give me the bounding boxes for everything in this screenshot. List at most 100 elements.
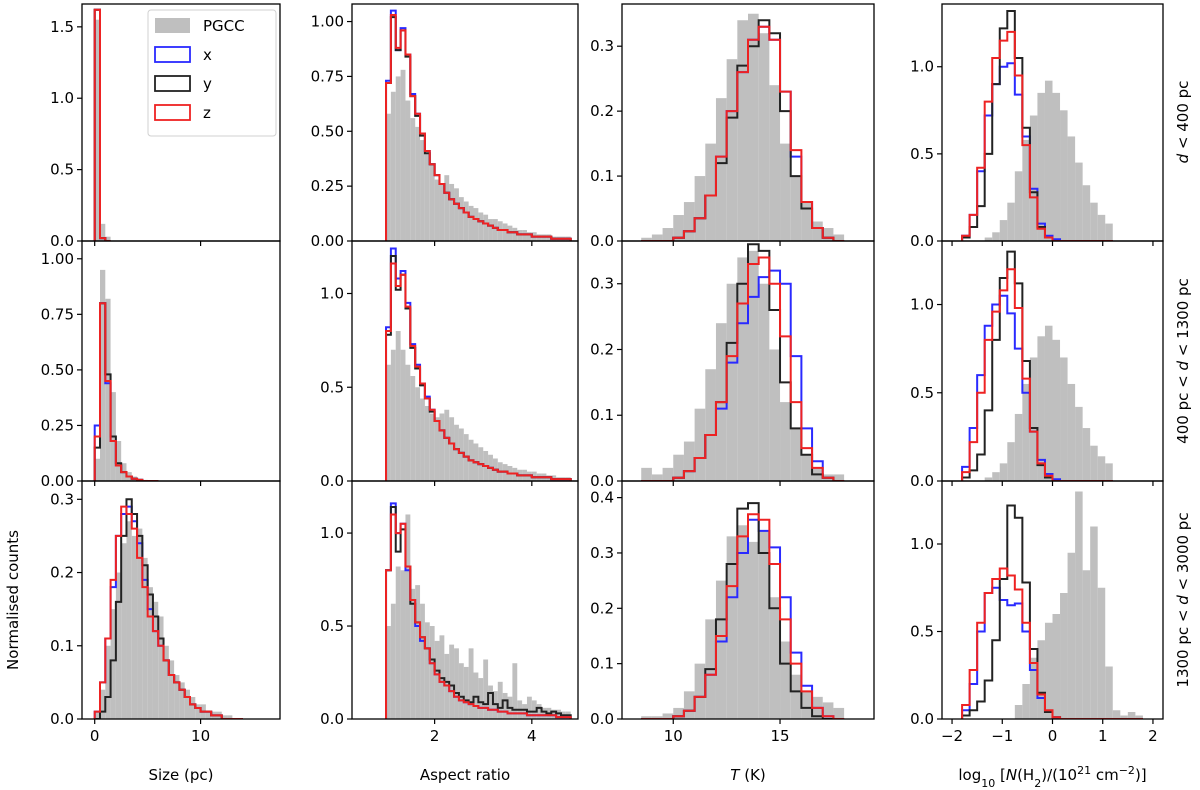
y-tick-label: 1.0 — [50, 89, 74, 107]
series-z-step — [385, 262, 572, 481]
pgcc-bar — [100, 269, 106, 481]
pgcc-bar — [790, 428, 802, 481]
pgcc-bar — [737, 257, 748, 481]
pgcc-bar — [1082, 570, 1091, 719]
panel-r1-c0: 0.00 0.25 0.50 0.75 1.00 — [41, 240, 281, 490]
y-tick-label: 0.1 — [590, 167, 614, 185]
series-z-step — [641, 256, 845, 481]
pgcc-bar — [405, 514, 411, 719]
pgcc-bar — [683, 441, 695, 481]
x-tick-label: 15 — [770, 727, 789, 745]
pgcc-bar — [790, 176, 802, 241]
y-tick-label: 1.0 — [320, 285, 344, 303]
x-tick-label: 10 — [191, 727, 210, 745]
pgcc-bar — [429, 164, 435, 241]
y-tick-label: 0.0 — [590, 472, 614, 490]
pgcc-bar — [1037, 336, 1045, 481]
pgcc-bar — [769, 85, 781, 241]
pgcc-bar — [651, 716, 663, 719]
panel-r1-c3: 0.0 0.5 1.0 — [910, 240, 1164, 490]
axes-frame — [81, 480, 281, 720]
pgcc-bar — [429, 413, 435, 481]
series-x-step — [961, 294, 1113, 481]
pgcc-bar — [400, 69, 406, 241]
y-tick-label: 0.0 — [320, 710, 344, 728]
y-tick-label: 0.50 — [311, 122, 344, 140]
pgcc-bar — [780, 143, 791, 241]
x-tick-label: 1 — [1098, 727, 1108, 745]
pgcc-bar — [758, 33, 770, 241]
pgcc-bar — [694, 663, 706, 719]
y-tick-label: 0.5 — [50, 161, 74, 179]
pgcc-bar — [1105, 463, 1113, 481]
pgcc-bar — [105, 645, 111, 719]
y-tick-label: 1.0 — [320, 524, 344, 542]
y-tick-label: 0.0 — [50, 232, 74, 250]
pgcc-bar — [662, 467, 674, 481]
pgcc-bar — [410, 376, 416, 481]
row-label-0: d < 400 pc — [1174, 81, 1192, 164]
pgcc-bar — [163, 645, 169, 719]
x-tick-label: −1 — [991, 727, 1013, 745]
y-tick-label: 0.0 — [590, 710, 614, 728]
pgcc-bar — [429, 626, 435, 719]
y-tick-label: 0.3 — [590, 544, 614, 562]
pgcc-bar — [227, 715, 233, 719]
y-tick-label: 0.2 — [50, 564, 74, 582]
pgcc-bar — [694, 176, 706, 241]
pgcc-bar — [497, 221, 503, 241]
y-tick-label: 0.25 — [41, 416, 74, 434]
x-axis-label-column-density: log10 [N(H2)/(1021 cm−2)] — [958, 764, 1146, 790]
pgcc-bar — [473, 208, 479, 241]
pgcc-bar — [1022, 139, 1030, 241]
pgcc-bar — [1082, 185, 1091, 241]
pgcc-bar — [541, 234, 547, 241]
pgcc-bar — [105, 298, 111, 481]
panel-r0-c2: 0.0 0.1 0.2 0.3 — [590, 3, 875, 250]
y-tick-label: 0.1 — [590, 406, 614, 424]
pgcc-bar — [531, 700, 537, 719]
y-tick-label: 0.3 — [590, 37, 614, 55]
panel-r1-c2: 0.0 0.1 0.2 0.3 — [590, 240, 875, 490]
pgcc-bar — [683, 691, 695, 719]
legend-label-y: y — [203, 75, 212, 93]
pgcc-bar — [502, 223, 508, 241]
pgcc-bar — [641, 237, 652, 241]
pgcc-bar — [100, 689, 106, 719]
pgcc-bar — [992, 232, 1000, 241]
pgcc-bar — [801, 202, 813, 241]
pgcc-bar — [1029, 115, 1038, 241]
pgcc-bar — [780, 402, 791, 481]
panel-r2-c3: 0.0 0.5 1.0 −2 −1 0 1 2 — [910, 480, 1164, 745]
pgcc-bar — [463, 201, 469, 241]
pgcc-bar — [110, 609, 116, 719]
y-tick-label: 0.00 — [41, 472, 74, 490]
legend-swatch-y — [154, 75, 191, 92]
pgcc-bar — [801, 691, 813, 719]
pgcc-bar — [748, 13, 759, 241]
pgcc-bar — [999, 463, 1008, 481]
x-tick-label: 2 — [1148, 727, 1158, 745]
pgcc-bar — [1044, 325, 1053, 481]
legend-label-PGCC: PGCC — [203, 17, 245, 35]
x-tick-label: 10 — [664, 727, 683, 745]
y-tick-label: 0.2 — [590, 599, 614, 617]
pgcc-bar — [168, 660, 175, 719]
row-label-1: 400 pc < d < 1300 pc — [1174, 278, 1192, 444]
pgcc-bar — [662, 228, 674, 241]
pgcc-bar — [812, 221, 823, 241]
pgcc-bar — [434, 179, 440, 241]
pgcc-bar — [221, 715, 228, 719]
panel-r2-c0: 0.0 0.1 0.2 0.3 0 10 — [50, 480, 281, 745]
pgcc-bar — [694, 408, 706, 481]
y-tick-label: 0.1 — [590, 655, 614, 673]
pgcc-bar — [386, 626, 391, 719]
pgcc-bar — [492, 219, 498, 241]
pgcc-bar — [822, 702, 834, 719]
pgcc-bar — [780, 641, 791, 719]
pgcc-bar — [94, 19, 100, 241]
pgcc-bar — [673, 454, 684, 481]
x-tick-label: 2 — [430, 727, 440, 745]
pgcc-bar — [801, 454, 813, 481]
pgcc-bar — [1090, 526, 1098, 719]
